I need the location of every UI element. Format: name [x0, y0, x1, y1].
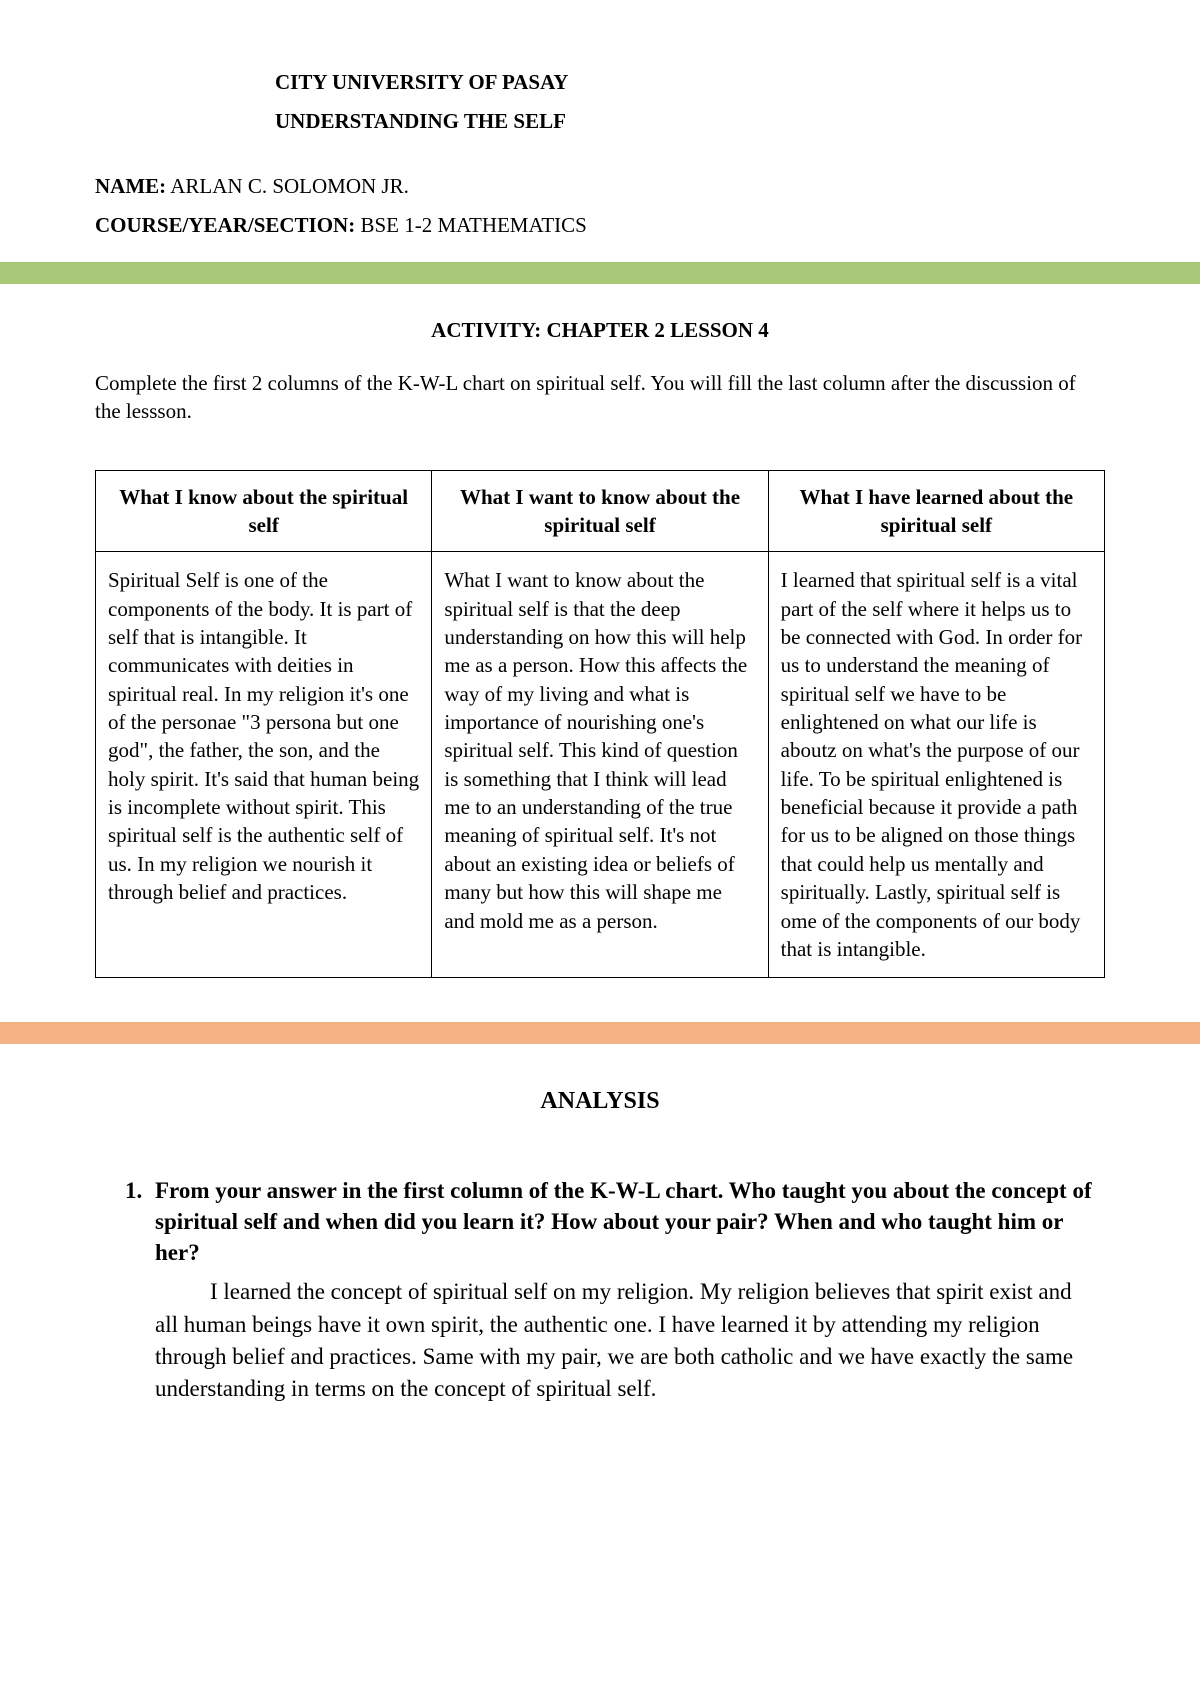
- question-text: From your answer in the first column of …: [155, 1175, 1095, 1268]
- table-row: Spiritual Self is one of the components …: [96, 552, 1105, 978]
- cell-want: What I want to know about the spiritual …: [432, 552, 768, 978]
- section-label: COURSE/YEAR/SECTION:: [95, 213, 355, 237]
- course-title: UNDERSTANDING THE SELF: [275, 109, 1105, 134]
- section-line: COURSE/YEAR/SECTION: BSE 1-2 MATHEMATICS: [95, 213, 1105, 238]
- question-block: 1. From your answer in the first column …: [125, 1175, 1095, 1405]
- section-value: BSE 1-2 MATHEMATICS: [355, 213, 587, 237]
- university-name: CITY UNIVERSITY OF PASAY: [275, 70, 1105, 95]
- header-block: CITY UNIVERSITY OF PASAY UNDERSTANDING T…: [275, 70, 1105, 134]
- cell-know: Spiritual Self is one of the components …: [96, 552, 432, 978]
- col-header-want: What I want to know about the spiritual …: [432, 470, 768, 552]
- name-line: NAME: ARLAN C. SOLOMON JR.: [95, 174, 1105, 199]
- name-label: NAME:: [95, 174, 166, 198]
- activity-instructions: Complete the first 2 columns of the K-W-…: [95, 369, 1105, 426]
- table-header-row: What I know about the spiritual self Wha…: [96, 470, 1105, 552]
- document-page: CITY UNIVERSITY OF PASAY UNDERSTANDING T…: [0, 0, 1200, 1465]
- cell-learned: I learned that spiritual self is a vital…: [768, 552, 1104, 978]
- kwl-table: What I know about the spiritual self Wha…: [95, 470, 1105, 979]
- orange-divider: [0, 1022, 1200, 1044]
- activity-title: ACTIVITY: CHAPTER 2 LESSON 4: [95, 318, 1105, 343]
- question-number: 1.: [125, 1175, 155, 1268]
- col-header-know: What I know about the spiritual self: [96, 470, 432, 552]
- question-1: 1. From your answer in the first column …: [125, 1175, 1095, 1268]
- col-header-learned: What I have learned about the spiritual …: [768, 470, 1104, 552]
- green-divider: [0, 262, 1200, 284]
- analysis-title: ANALYSIS: [95, 1088, 1105, 1115]
- answer-1: I learned the concept of spiritual self …: [155, 1276, 1095, 1405]
- student-info: NAME: ARLAN C. SOLOMON JR. COURSE/YEAR/S…: [95, 174, 1105, 238]
- name-value: ARLAN C. SOLOMON JR.: [166, 174, 409, 198]
